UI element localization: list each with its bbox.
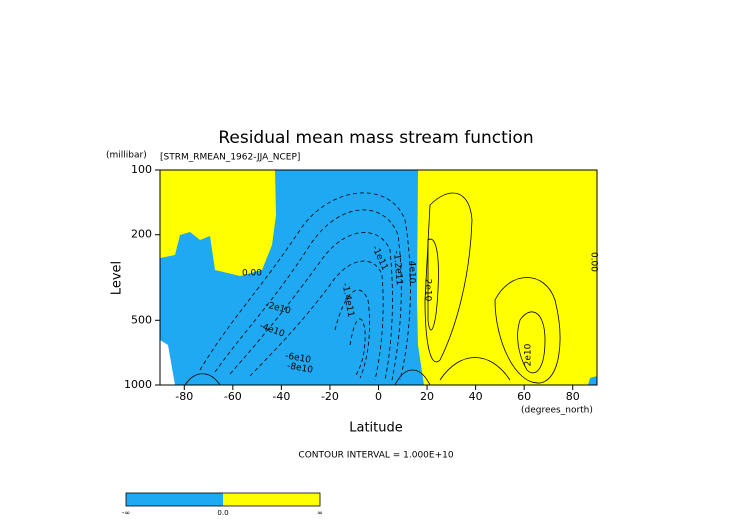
negative-contours <box>199 192 411 381</box>
x-tick-label: -40 <box>272 390 290 403</box>
colorbar-frame <box>125 492 321 507</box>
missing-region <box>160 340 175 385</box>
colorbar-label: 0.0 <box>217 509 228 517</box>
negative-region <box>588 376 597 385</box>
x-tick-label: 60 <box>517 390 531 403</box>
y-tick-label: 500 <box>131 313 152 326</box>
y-label: Level <box>110 261 125 295</box>
colorbar-positive <box>223 493 320 506</box>
x-label: Latitude <box>349 421 403 436</box>
colorbar-label: -∞ <box>122 509 130 517</box>
x-tick-label: 0 <box>375 390 382 403</box>
contour-label: 0.00 <box>589 252 599 272</box>
contour-label: 4e10 <box>407 261 417 284</box>
contour-field <box>160 170 597 386</box>
x-tick-label: -20 <box>321 390 339 403</box>
contour-interval: CONTOUR INTERVAL = 1.000E+10 <box>298 451 453 461</box>
chart-title: Residual mean mass stream function <box>218 128 533 148</box>
x-tick-label: -80 <box>175 390 193 403</box>
colorbar-negative <box>126 493 223 506</box>
y-tick-label: 200 <box>131 228 152 241</box>
y-units: (millibar) <box>106 151 147 161</box>
contour-label: 0.00 <box>242 269 262 279</box>
contour-label: 2e10 <box>524 343 534 366</box>
contour-label: -6e10 <box>284 351 312 365</box>
colorbar-label: ∞ <box>317 509 323 517</box>
x-tick-label: 40 <box>469 390 483 403</box>
x-tick-label: -60 <box>224 390 242 403</box>
y-tick-label: 1000 <box>124 378 152 391</box>
positive-contours <box>184 192 561 386</box>
negative-region <box>160 170 424 385</box>
contour-label: -1.2e11 <box>391 250 404 285</box>
x-tick-label: 20 <box>420 390 434 403</box>
subtitle: [STRM_RMEAN_1962-JJA_NCEP] <box>160 153 300 163</box>
y-tick-label: 100 <box>131 163 152 176</box>
contour-label: 2e10 <box>423 279 433 302</box>
contour-label: -8e10 <box>286 361 314 375</box>
x-tick-label: 80 <box>566 390 580 403</box>
x-units: (degrees_north) <box>521 406 593 416</box>
